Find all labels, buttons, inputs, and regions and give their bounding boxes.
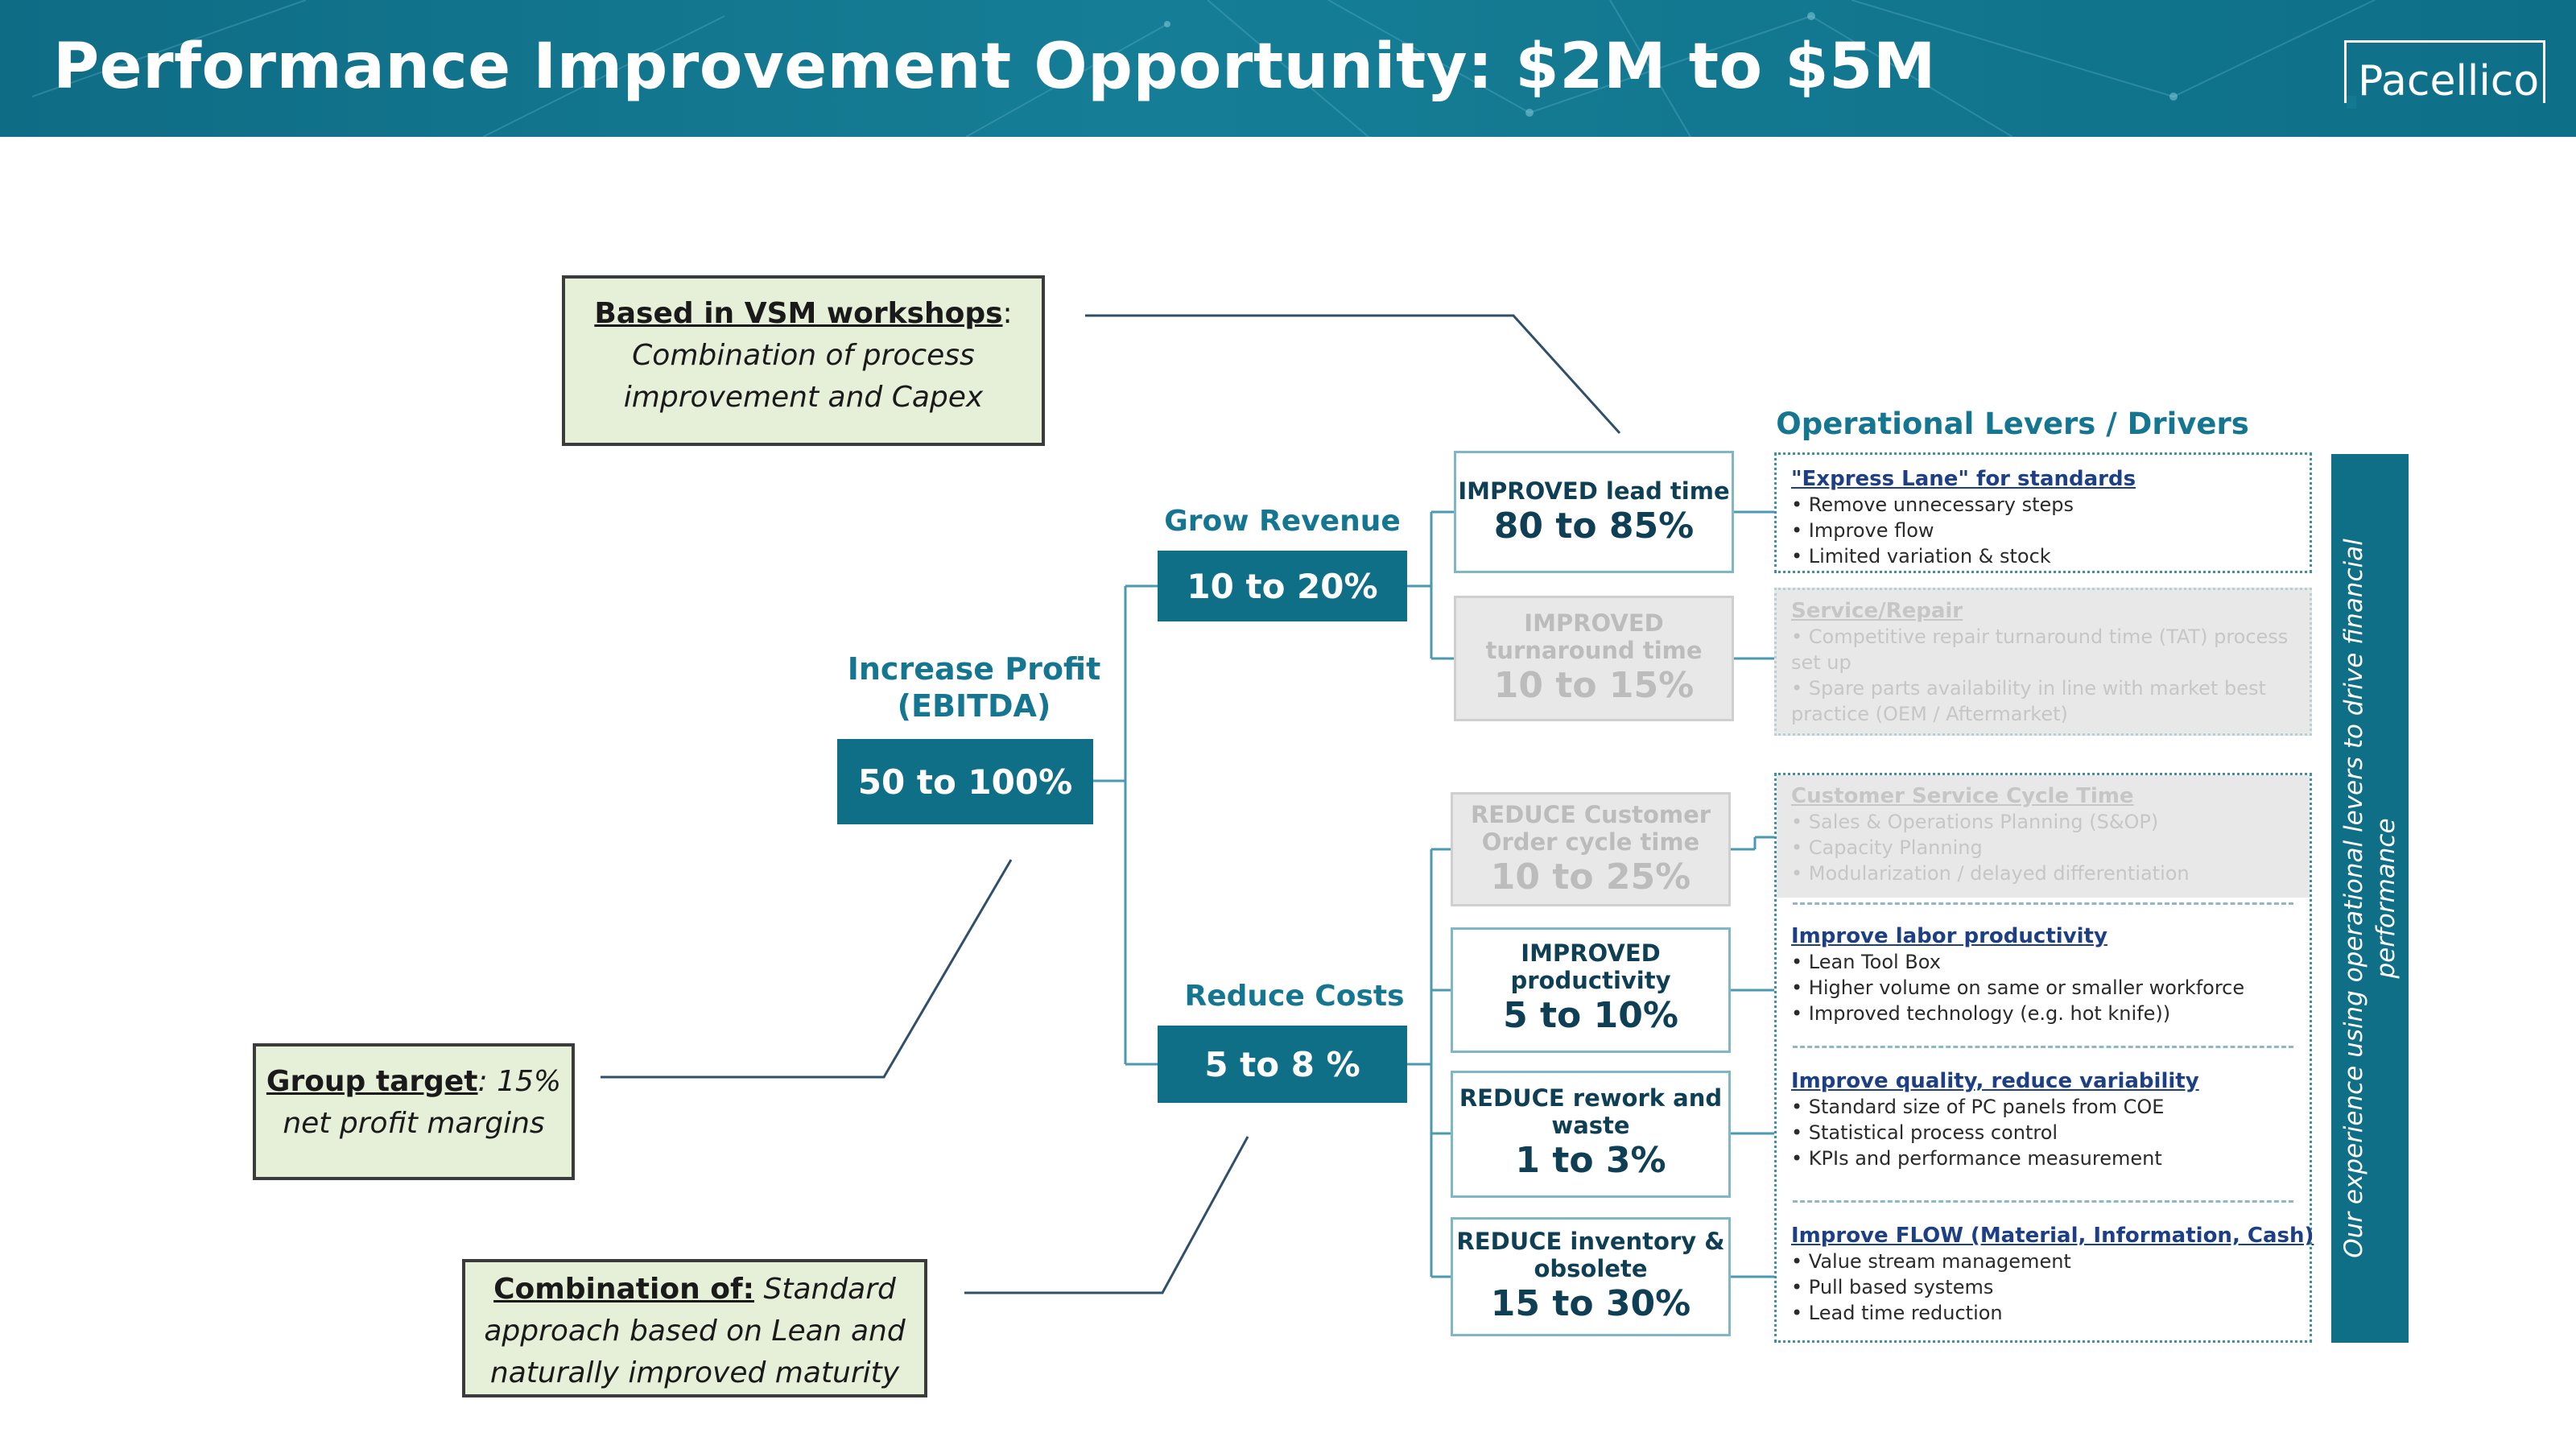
vsm-note-line1: Combination of process — [632, 339, 975, 372]
lever-improved-productivity: IMPROVED productivity 5 to 10% — [1451, 927, 1731, 1053]
driver-quality-variability: Improve quality, reduce variability • St… — [1791, 1069, 2199, 1170]
group-target-note: Group target: 15% net profit margins — [253, 1043, 575, 1180]
driver-panel-express-lane: "Express Lane" for standards • Remove un… — [1774, 452, 2312, 573]
combination-note-lead: Combination of: — [493, 1273, 755, 1306]
group-note-line1: net profit margins — [283, 1107, 545, 1140]
driver-separator — [1793, 902, 2293, 905]
combination-note-line1: approach based on Lean and — [484, 1315, 906, 1348]
group-note-lead: Group target — [266, 1065, 478, 1098]
driver-improve-flow: Improve FLOW (Material, Information, Cas… — [1791, 1224, 2314, 1324]
driver-labor-productivity: Improve labor productivity • Lean Tool B… — [1791, 924, 2245, 1025]
driver-panel-service-repair: Service/Repair • Competitive repair turn… — [1774, 588, 2312, 736]
increase-profit-heading: Increase Profit (EBITDA) — [847, 651, 1101, 724]
driver-service-repair: Service/Repair • Competitive repair turn… — [1791, 599, 2289, 725]
lever-reduce-inventory: REDUCE inventory & obsolete 15 to 30% — [1451, 1217, 1731, 1336]
lever-improved-lead-time: IMPROVED lead time 80 to 85% — [1454, 451, 1734, 573]
sidebar-text: Our experience using operational levers … — [2339, 539, 2401, 1258]
network-pattern-decoration — [31, 0, 2376, 137]
reduce-costs-value: 5 to 8 % — [1158, 1026, 1407, 1103]
driver-customer-service-cycle: Customer Service Cycle Time • Sales & Op… — [1791, 784, 2190, 885]
vsm-note-line2: improvement and Capex — [623, 381, 984, 414]
lever-improved-turnaround-time: IMPROVED turnaround time 10 to 15% — [1454, 596, 1734, 721]
grow-revenue-value: 10 to 20% — [1158, 551, 1407, 621]
reduce-costs-heading: Reduce Costs — [1184, 980, 1405, 1013]
combination-note-line2: naturally improved maturity — [489, 1356, 900, 1389]
increase-profit-value: 50 to 100% — [837, 739, 1093, 824]
vsm-note-lead: Based in VSM workshops — [594, 297, 1003, 330]
pacellico-logo: Pacellico — [2344, 40, 2545, 109]
page-title: Performance Improvement Opportunity: $2M… — [53, 31, 1936, 103]
driver-separator — [1793, 1046, 2293, 1048]
vsm-workshops-note: Based in VSM workshops: Combination of p… — [562, 275, 1045, 446]
grow-revenue-heading: Grow Revenue — [1164, 505, 1401, 538]
logo-text: Pacellico — [2358, 57, 2540, 105]
experience-sidebar: Our experience using operational levers … — [2331, 454, 2409, 1343]
operational-levers-heading: Operational Levers / Drivers — [1776, 407, 2249, 441]
lever-reduce-order-cycle-time: REDUCE Customer Order cycle time 10 to 2… — [1451, 792, 1731, 906]
lever-reduce-rework-waste: REDUCE rework and waste 1 to 3% — [1451, 1071, 1731, 1198]
driver-panel-costs: Customer Service Cycle Time • Sales & Op… — [1774, 773, 2314, 1343]
header-banner: Performance Improvement Opportunity: $2M… — [0, 0, 2576, 137]
driver-express-lane: "Express Lane" for standards • Remove un… — [1791, 467, 2136, 568]
driver-separator — [1793, 1200, 2293, 1203]
combination-note: Combination of: Standard approach based … — [462, 1259, 927, 1397]
